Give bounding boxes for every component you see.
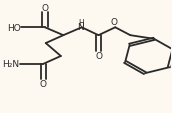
Text: H₂N: H₂N bbox=[2, 60, 19, 69]
Text: O: O bbox=[95, 52, 102, 60]
Text: HO: HO bbox=[7, 24, 21, 33]
Text: H: H bbox=[78, 19, 84, 28]
Text: O: O bbox=[111, 18, 118, 27]
Text: N: N bbox=[78, 23, 84, 32]
Text: O: O bbox=[42, 4, 49, 13]
Text: O: O bbox=[40, 79, 47, 88]
